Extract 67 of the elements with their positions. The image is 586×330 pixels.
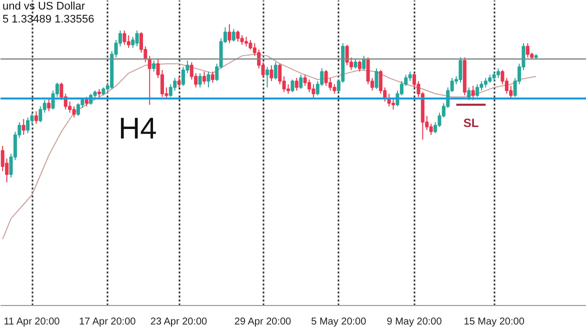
candlestick [312,84,316,99]
candlestick [354,58,358,69]
candlestick [358,60,362,72]
candlestick [299,74,303,90]
x-tick-label: 15 May 20:00 [464,316,525,328]
candlestick [290,79,294,93]
candlestick [265,66,270,88]
chart-subtitle: 5 1.33489 1.33556 [2,14,94,26]
candlestick [362,55,366,71]
candlestick [303,74,307,86]
candlestick [345,44,349,66]
candlestick [374,68,378,90]
candlestick [202,71,206,85]
candlestick [429,123,433,136]
candlestick [307,79,312,93]
candlestick [294,77,298,92]
candlestick [286,84,290,94]
candlestick [22,118,26,136]
x-tick-label: 5 May 20:00 [311,316,367,328]
candlestick [126,34,130,48]
candlestick [484,77,488,88]
candlestick [270,64,274,82]
candlestick [408,71,412,82]
candlestick [198,72,202,88]
candlestick [168,84,172,98]
candlestick [76,102,80,116]
candlestick [471,85,475,101]
candlestick [366,56,370,85]
x-tick-label: 9 May 20:00 [386,316,442,328]
candlestick [131,36,135,48]
annotation: H4 [118,112,157,146]
candlestick [228,24,232,44]
candlestick [148,55,152,106]
x-tick-label: 29 Apr 20:00 [234,316,292,328]
candlestick [492,71,496,82]
candlestick [135,30,139,47]
candlestick [47,98,51,112]
candlestick [210,71,214,84]
candlestick [378,70,382,94]
candlestick [526,42,530,58]
candlestick [26,116,30,134]
candlestick [232,28,236,42]
annotation: SL [463,116,479,130]
candlestick [240,34,244,46]
candlestick [392,98,396,110]
candlestick [38,106,42,123]
x-tick-label: 11 Apr 20:00 [4,316,60,328]
candlestick [34,110,38,124]
candlestick [206,71,210,88]
candlestick [152,60,156,72]
candlestick [248,40,252,50]
candlestick [122,30,126,46]
chart-title: und vs US Dollar [2,0,86,12]
candlestick [244,36,248,47]
candlestick [72,106,76,118]
candlestick [181,66,185,86]
x-tick-label: 17 Apr 20:00 [78,316,136,328]
candlestick [458,56,462,84]
candlestick [0,145,4,172]
candlestick [236,30,240,42]
x-tick-label: 23 Apr 20:00 [150,316,208,328]
candlestick [274,62,278,80]
candlestick [324,70,328,86]
candlestick [177,76,181,88]
candlestick [84,96,88,107]
candlestick [496,68,500,78]
candlestick [476,84,480,98]
